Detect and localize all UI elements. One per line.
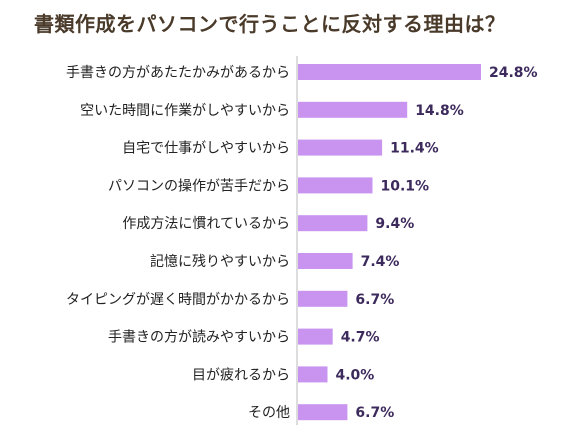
value-label: 6.7% (355, 405, 394, 421)
bar (298, 253, 353, 269)
category-label: その他 (248, 405, 290, 421)
bar (298, 139, 383, 156)
category-label: 目が疲れるから (192, 366, 290, 383)
category-label: 手書きの方があたたかみがあるから (66, 65, 290, 81)
bar (298, 64, 481, 80)
bar (298, 215, 368, 232)
category-label: タイピングが遅く時間がかかるから (66, 292, 290, 308)
bar (298, 101, 408, 118)
category-label: パソコンの操作が苦手だから (108, 178, 290, 194)
category-label: 記憶に残りやすいから (150, 253, 290, 270)
bar (298, 290, 348, 307)
value-label: 24.8% (489, 65, 538, 81)
category-label: 作成方法に慣れているから (122, 215, 290, 232)
value-label: 10.1% (381, 178, 430, 194)
category-label: 自宅で仕事がしやすいから (122, 141, 290, 157)
value-label: 11.4% (390, 141, 439, 157)
value-label: 4.7% (341, 330, 380, 346)
bar (298, 366, 328, 383)
category-label: 空いた時間に作業がしやすいから (80, 103, 290, 119)
bar (298, 177, 373, 194)
bars-group: 手書きの方があたたかみがあるから 24.8% 空いた時間に作業がしやすいから 14.8… (66, 64, 538, 421)
value-label: 14.8% (415, 103, 464, 119)
value-label: 4.0% (336, 367, 375, 383)
bar (298, 404, 348, 421)
value-label: 6.7% (355, 292, 394, 308)
category-label: 手書きの方が読みやすいから (108, 329, 290, 346)
value-label: 7.4% (361, 254, 400, 270)
value-label: 9.4% (375, 216, 414, 232)
bar (298, 328, 333, 345)
chart-title: 書類作成をパソコンで行うことに反対する理由は？ (34, 12, 506, 36)
